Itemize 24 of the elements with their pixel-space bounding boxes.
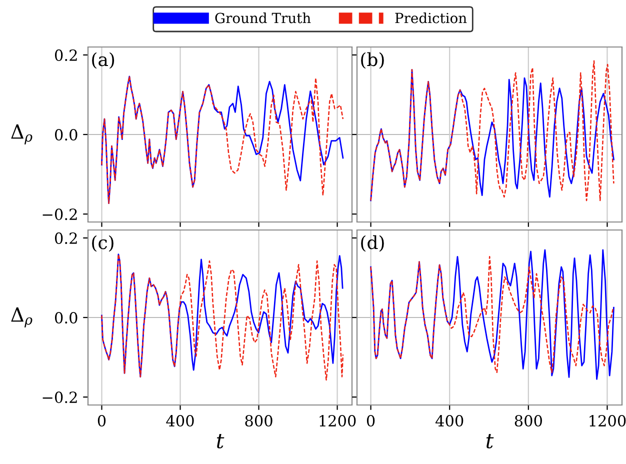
annotation: (b) xyxy=(361,52,384,69)
x-tick-label: 0 xyxy=(98,414,106,427)
annotation: (a) xyxy=(92,52,114,69)
y-axis-title: Δ$_{ρ}$ xyxy=(11,124,32,144)
x-tick-label: 400 xyxy=(435,414,464,427)
x-tick-label: 400 xyxy=(166,414,194,427)
x-tick-label: 0 xyxy=(366,414,375,427)
legend-label: Ground Truth xyxy=(215,12,311,24)
y-tick-label: −0.2 xyxy=(42,392,77,404)
x-axis-title: t xyxy=(216,434,224,448)
y-tick-label: 0.0 xyxy=(54,128,78,141)
x-tick-label: 1200 xyxy=(320,414,356,427)
x-tick-label: 800 xyxy=(514,414,542,427)
y-tick-label: −0.2 xyxy=(42,208,77,220)
annotation: (d) xyxy=(361,235,384,252)
legend-label: Prediction xyxy=(395,12,467,24)
y-tick-label: 0.0 xyxy=(54,312,78,324)
y-axis-title: Δ$_{ρ}$ xyxy=(11,307,32,328)
annotation: (c) xyxy=(92,235,114,252)
x-axis-title: t xyxy=(486,434,494,448)
x-tick-label: 800 xyxy=(245,414,272,427)
y-tick-label: 0.2 xyxy=(54,49,77,61)
y-tick-label: 0.2 xyxy=(54,232,77,244)
x-tick-label: 1200 xyxy=(590,414,626,427)
